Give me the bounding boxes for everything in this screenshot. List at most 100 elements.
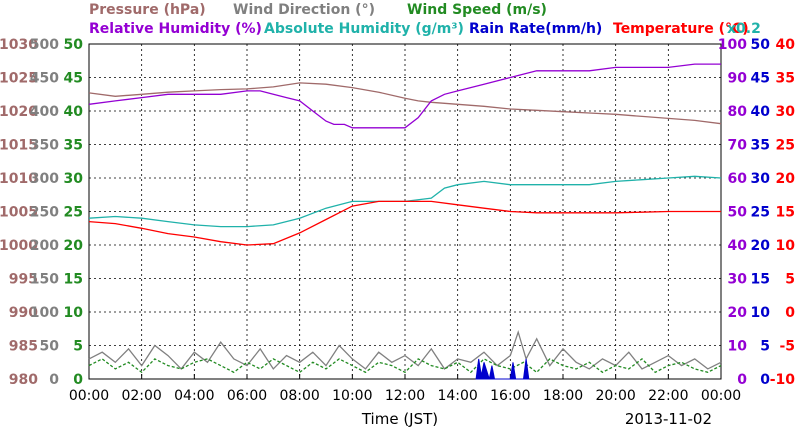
temperature-tick-label: 30 <box>776 104 796 120</box>
date-label: 2013-11-02 <box>625 410 712 428</box>
wind-speed-tick-label: 35 <box>64 138 83 154</box>
series-pressure-hpa <box>88 82 722 125</box>
wind-direction-tick-label: 250 <box>30 205 59 221</box>
pressure-tick-label: 985 <box>9 339 38 355</box>
wind-direction-tick-label: 400 <box>30 104 59 120</box>
legend-entry: Wind Speed (m/s) <box>407 2 547 18</box>
wind-direction-tick-label: 200 <box>30 238 59 254</box>
rain-rate-tick-label: 50 <box>751 37 771 53</box>
x-tick-label: 02:00 <box>121 388 161 404</box>
temperature-tick-label: 40 <box>776 37 796 53</box>
wind-speed-tick-label: 15 <box>64 272 83 288</box>
rain-rate-tick-label: 5 <box>760 339 770 355</box>
legend-entry: Wind Direction (°) <box>233 2 375 18</box>
x-tick-label: 10:00 <box>332 388 372 404</box>
wind-speed-tick-label: 0 <box>73 372 83 388</box>
x-tick-label: 04:00 <box>174 388 214 404</box>
rain-rate-tick-label: 35 <box>751 138 770 154</box>
pressure-tick-label: 1010 <box>0 171 38 187</box>
humidity-tick-label: 50 <box>728 205 748 221</box>
x-axis-label: Time (JST) <box>361 410 438 428</box>
x-tick-label: 16:00 <box>490 388 530 404</box>
x-tick-label: 00:00 <box>701 388 741 404</box>
series-rain-rate-mm-h <box>475 358 530 380</box>
wind-direction-tick-label: 50 <box>40 339 60 355</box>
humidity-tick-label: 40 <box>728 238 748 254</box>
wind-speed-tick-label: 30 <box>64 171 84 187</box>
series-temperature-c <box>88 200 721 246</box>
x-axis: 00:00 02:00 04:00 06:00 08:00 10:00 12:00 14:00… <box>69 374 741 404</box>
wind-speed-tick-label: 5 <box>73 339 83 355</box>
legend-entry: Absolute Humidity (g/m³) <box>264 21 464 37</box>
wind-direction-tick-label: 100 <box>30 305 59 321</box>
wind-direction-tick-label: 350 <box>30 138 59 154</box>
x-tick-label: 18:00 <box>543 388 583 404</box>
x-tick-label: 00:00 <box>69 388 109 404</box>
pressure-tick-label: 980 <box>9 372 38 388</box>
humidity-tick-label: 90 <box>728 71 748 87</box>
temperature-tick-label: 10 <box>776 238 796 254</box>
temperature-tick-label: 15 <box>776 205 795 221</box>
x-tick-label: 06:00 <box>227 388 267 404</box>
humidity-tick-label: 80 <box>728 104 748 120</box>
legend-entry: x0.2 <box>727 21 761 37</box>
humidity-tick-label: 10 <box>728 339 748 355</box>
humidity-tick-label: 30 <box>728 272 748 288</box>
x-tick-label: 08:00 <box>279 388 319 404</box>
temperature-tick-label: 20 <box>776 171 796 187</box>
series-relative-humidity <box>88 63 721 129</box>
pressure-tick-label: 995 <box>9 272 38 288</box>
wind-speed-tick-label: 10 <box>64 305 84 321</box>
temperature-tick-label: -10 <box>770 372 796 388</box>
legend-entry: Pressure (hPa) <box>89 2 206 18</box>
wind-speed-tick-label: 40 <box>64 104 84 120</box>
humidity-tick-label: 0 <box>737 372 747 388</box>
series-wind-speed-m-s <box>88 358 722 374</box>
wind-direction-tick-label: 300 <box>30 171 59 187</box>
wind-speed-tick-label: 25 <box>64 205 83 221</box>
rain-rate-tick-label: 0 <box>760 372 770 388</box>
x-tick-label: 22:00 <box>648 388 688 404</box>
wind-direction-tick-label: 500 <box>30 37 59 53</box>
pressure-tick-label: 1000 <box>0 238 38 254</box>
legend-row-2: Relative Humidity (%) Absolute Humidity (… <box>89 21 761 37</box>
x-tick-label: 12:00 <box>385 388 425 404</box>
series-wind-direction <box>88 329 722 370</box>
wind-direction-tick-label: 450 <box>30 71 59 87</box>
wind-direction-tick-label: 150 <box>30 272 59 288</box>
legend-row-1: Pressure (hPa) Wind Direction (°) Wind Spe… <box>89 2 547 18</box>
temperature-tick-label: 0 <box>785 305 795 321</box>
rain-rate-tick-label: 15 <box>751 272 770 288</box>
rain-rate-tick-label: 20 <box>751 238 771 254</box>
wind-direction-tick-label: 0 <box>49 372 59 388</box>
temperature-tick-label: 35 <box>776 71 795 87</box>
rain-rate-tick-label: 10 <box>751 305 771 321</box>
right-axes: 1009080706050403020100504540353025201510… <box>718 37 795 388</box>
wind-speed-tick-label: 50 <box>64 37 84 53</box>
pressure-tick-label: 990 <box>9 305 38 321</box>
temperature-tick-label: 25 <box>776 138 795 154</box>
humidity-tick-label: 60 <box>728 171 748 187</box>
rain-rate-tick-label: 30 <box>751 171 771 187</box>
humidity-tick-label: 20 <box>728 305 748 321</box>
x-tick-label: 14:00 <box>437 388 477 404</box>
x-tick-label: 20:00 <box>595 388 635 404</box>
wind-speed-tick-label: 45 <box>64 71 83 87</box>
temperature-tick-label: -5 <box>779 339 795 355</box>
temperature-tick-label: 5 <box>785 272 795 288</box>
rain-rate-tick-label: 25 <box>751 205 770 221</box>
pressure-tick-label: 1025 <box>0 71 38 87</box>
left-axes: 1030102510201015101010051000995990985980… <box>0 37 83 388</box>
legend-entry: Temperature (°C) <box>613 21 749 37</box>
legend-entry: Rain Rate(mm/h) <box>469 21 602 37</box>
series-absolute-humidity <box>88 175 722 228</box>
wind-speed-tick-label: 20 <box>64 238 84 254</box>
grid-lines <box>89 44 721 379</box>
rain-rate-tick-label: 45 <box>751 71 770 87</box>
pressure-tick-label: 1020 <box>0 104 38 120</box>
pressure-tick-label: 1030 <box>0 37 38 53</box>
pressure-tick-label: 1005 <box>0 205 38 221</box>
legend-entry: Relative Humidity (%) <box>89 21 262 37</box>
humidity-tick-label: 100 <box>718 37 747 53</box>
